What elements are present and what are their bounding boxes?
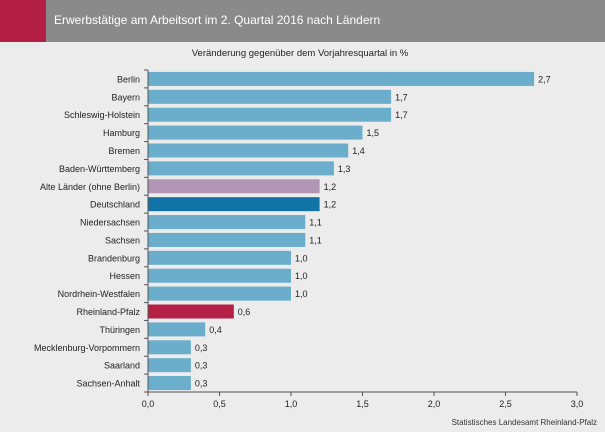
category-label: Niedersachsen [80,218,140,228]
bar [148,358,191,373]
bar [148,322,206,337]
value-label: 1,7 [395,110,408,120]
category-label: Deutschland [90,200,140,210]
category-label: Bremen [108,146,140,156]
bar [148,125,363,140]
value-label: 1,2 [324,182,337,192]
category-label: Brandenburg [88,253,140,263]
x-tick-label: 3,0 [571,399,584,409]
bar [148,143,349,158]
value-label: 1,7 [395,92,408,102]
value-label: 1,3 [338,164,351,174]
bar [148,376,191,391]
value-label: 1,0 [295,253,308,263]
category-label: Baden-Württemberg [59,164,140,174]
bar [148,197,320,212]
value-label: 1,1 [309,218,322,228]
category-label: Schleswig-Holstein [64,110,140,120]
x-tick-label: 2,0 [428,399,441,409]
category-label: Rheinland-Pfalz [76,307,140,317]
value-label: 0,3 [195,361,208,371]
category-label: Sachsen-Anhalt [76,379,140,389]
category-label: Berlin [117,74,140,84]
bar [148,161,334,176]
value-label: 1,0 [295,289,308,299]
x-tick-label: 1,0 [285,399,298,409]
x-tick-label: 2,5 [499,399,512,409]
category-label: Saarland [104,361,140,371]
category-label: Nordrhein-Westfalen [58,289,140,299]
bar [148,340,191,355]
value-label: 0,3 [195,343,208,353]
bar [148,304,234,319]
header-bar: Erwerbstätige am Arbeitsort im 2. Quarta… [0,0,605,42]
bar [148,179,320,194]
category-label: Bayern [111,92,140,102]
bar [148,268,291,283]
value-label: 1,4 [352,146,365,156]
x-tick-label: 0,0 [142,399,155,409]
category-label: Mecklenburg-Vorpommern [34,343,140,353]
bar [148,107,392,122]
value-label: 0,6 [238,307,251,317]
page-title: Erwerbstätige am Arbeitsort im 2. Quarta… [54,13,381,27]
x-tick-label: 0,5 [213,399,226,409]
value-label: 1,5 [367,128,380,138]
value-label: 2,7 [538,74,551,84]
header-accent [0,0,46,42]
bar [148,250,291,265]
value-label: 0,4 [209,325,222,335]
value-label: 1,0 [295,271,308,281]
source-note: Statistisches Landesamt Rheinland-Pfalz [451,418,597,427]
bar [148,71,535,86]
value-label: 0,3 [195,379,208,389]
category-label: Hessen [109,271,140,281]
value-label: 1,1 [309,235,322,245]
category-label: Hamburg [103,128,140,138]
bar [148,286,291,301]
chart-title: Veränderung gegenüber dem Vorjahresquart… [192,48,409,59]
bar [148,89,392,104]
bar [148,215,306,230]
x-tick-label: 1,5 [356,399,369,409]
plot-area: Berlin 2,7 Bayern 1,7 Schleswig-Holstein 1,7 H… [34,69,584,409]
value-label: 1,2 [324,200,337,210]
category-label: Sachsen [105,235,140,245]
category-label: Alte Länder (ohne Berlin) [40,182,140,192]
bar [148,232,306,247]
category-label: Thüringen [99,325,140,335]
